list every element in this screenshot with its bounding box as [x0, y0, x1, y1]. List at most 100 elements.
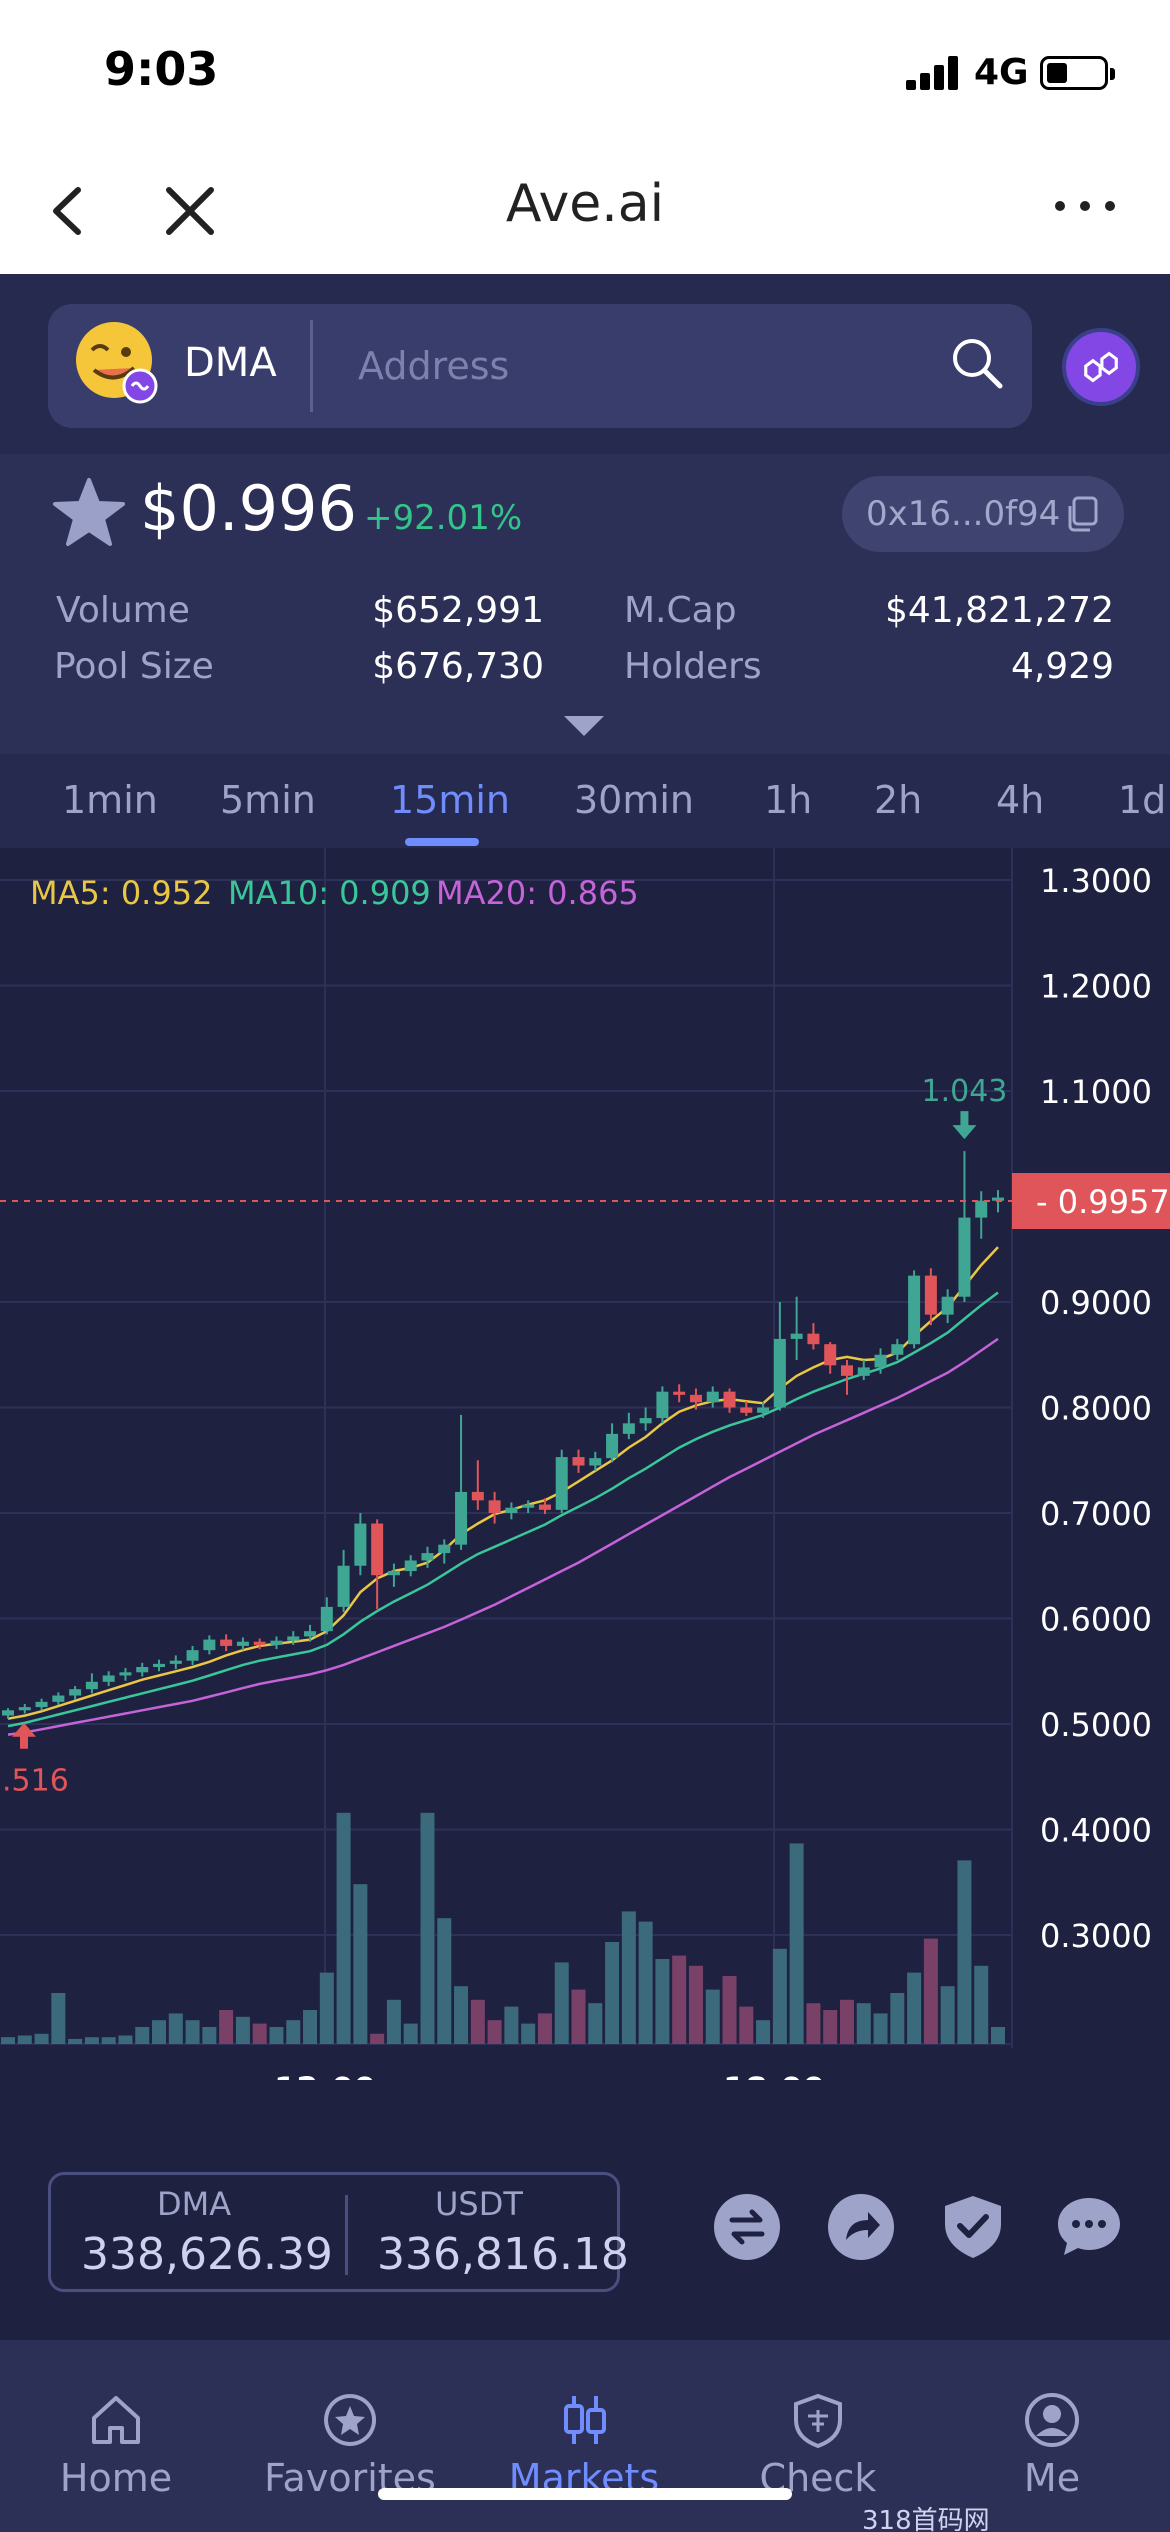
copy-icon[interactable]: [1062, 494, 1102, 534]
home-indicator: [378, 2488, 792, 2500]
high-price-label: 1.043: [921, 1074, 1007, 1109]
volume-bar: [521, 2023, 536, 2044]
volume-bar: [739, 2006, 754, 2044]
search-area: DMA: [0, 274, 1170, 454]
volume-bar: [504, 2006, 519, 2044]
volume-bar: [252, 2023, 267, 2044]
volume-bar: [202, 2027, 217, 2044]
volume-bar: [772, 1948, 787, 2044]
holders-value: 4,929: [1010, 646, 1114, 687]
candle-body: [673, 1391, 686, 1395]
shield-check-icon: [794, 2393, 842, 2449]
volume-bar: [101, 2037, 116, 2044]
y-tick-label: 0.5000: [1040, 1706, 1152, 1744]
y-tick-label: 1.1000: [1040, 1073, 1152, 1111]
candle-body: [790, 1333, 803, 1339]
tab-5min[interactable]: 5min: [220, 778, 316, 822]
y-tick-label: 1.3000: [1040, 862, 1152, 900]
candle-body: [471, 1491, 484, 1501]
security-shield-icon[interactable]: [938, 2192, 1008, 2262]
volume-bar: [420, 1812, 435, 2044]
tab-markets[interactable]: Markets: [484, 2390, 684, 2500]
liquidity-token-value: 338,626.39: [81, 2229, 333, 2280]
volume-bar: [705, 1989, 720, 2044]
volume-bar: [135, 2027, 150, 2044]
candle-body: [488, 1500, 501, 1513]
candle-body: [941, 1296, 954, 1315]
tab-1min[interactable]: 1min: [62, 778, 158, 822]
tab-1d[interactable]: 1d: [1118, 778, 1167, 822]
candle-body: [253, 1641, 266, 1645]
tab-home-label: Home: [59, 2456, 173, 2500]
volume-bar: [353, 1884, 368, 2044]
candle-body: [975, 1200, 988, 1218]
candle-body: [689, 1394, 702, 1403]
candle-body: [555, 1457, 568, 1510]
tab-check[interactable]: Check: [718, 2390, 918, 2500]
candle-body: [656, 1391, 669, 1419]
price-chart[interactable]: 1.3000 1.2000 1.1000 0.9000 0.8000 0.7000 0.60…: [0, 848, 1170, 2080]
candle-body: [908, 1275, 921, 1345]
candle-body: [337, 1565, 350, 1607]
holders-label: Holders: [624, 646, 762, 687]
close-icon[interactable]: [155, 176, 225, 246]
volume-label: Volume: [56, 590, 190, 631]
expand-down-icon[interactable]: [562, 714, 606, 738]
candle-body: [236, 1641, 249, 1646]
contract-address-button[interactable]: 0x16...0f94: [842, 476, 1124, 552]
x-tick-label: 18:00: [723, 2070, 825, 2080]
y-tick-label: 0.6000: [1040, 1601, 1152, 1639]
contract-address: 0x16...0f94: [866, 494, 1061, 534]
tab-15min[interactable]: 15min: [390, 778, 511, 822]
search-icon[interactable]: [948, 334, 1008, 394]
y-tick-label: 0.7000: [1040, 1495, 1152, 1533]
share-icon[interactable]: [826, 2192, 896, 2262]
chat-icon[interactable]: [1054, 2192, 1124, 2262]
swap-icon[interactable]: [712, 2192, 782, 2262]
volume-bar: [940, 1986, 955, 2044]
volume-bar: [51, 1993, 66, 2044]
tab-4h[interactable]: 4h: [996, 778, 1045, 822]
tab-1h[interactable]: 1h: [764, 778, 813, 822]
candle-body: [538, 1504, 551, 1510]
candle-body: [52, 1695, 65, 1702]
token-avatar-icon[interactable]: [74, 320, 160, 406]
candle-body: [522, 1504, 535, 1508]
more-icon[interactable]: [1050, 176, 1120, 236]
volume-bar: [470, 1999, 485, 2044]
candle-body: [35, 1701, 48, 1708]
bottom-tab-bar: Home Favorites Markets Check Me: [0, 2340, 1170, 2532]
y-tick-label: 0.3000: [1040, 1917, 1152, 1955]
volume-bar: [873, 2013, 888, 2044]
tab-me[interactable]: Me: [952, 2390, 1152, 2500]
candle-body: [220, 1639, 233, 1646]
tab-me-label: Me: [1023, 2456, 1081, 2500]
candle-body: [387, 1571, 400, 1576]
candlestick-chart[interactable]: 1.3000 1.2000 1.1000 0.9000 0.8000 0.7000 0.60…: [0, 848, 1170, 2080]
volume-bar: [34, 2033, 49, 2044]
volume-bar: [588, 2003, 603, 2044]
current-price-badge: [1012, 1173, 1170, 1230]
volume-bar: [219, 2010, 234, 2044]
low-arrow-icon: [12, 1722, 36, 1749]
polygon-chain-icon[interactable]: [1062, 328, 1140, 406]
token-name: DMA: [184, 340, 277, 386]
network-label: 4G: [974, 52, 1029, 93]
tab-home[interactable]: Home: [16, 2390, 216, 2500]
back-icon[interactable]: [40, 176, 100, 246]
tab-30min[interactable]: 30min: [574, 778, 695, 822]
candle-body: [119, 1672, 132, 1676]
volume-bar: [286, 2020, 301, 2044]
home-icon: [92, 2396, 140, 2444]
volume-bar: [672, 1955, 687, 2044]
tab-2h[interactable]: 2h: [874, 778, 923, 822]
page-title: Ave.ai: [505, 174, 665, 234]
favorite-star-icon[interactable]: [52, 476, 126, 550]
search-input[interactable]: [358, 334, 918, 398]
tab-favorites[interactable]: Favorites: [250, 2390, 450, 2500]
mcap-label: M.Cap: [624, 590, 737, 631]
volume-bar: [571, 1989, 586, 2044]
volume-bar: [974, 1965, 989, 2044]
volume-bar: [638, 1921, 653, 2044]
volume-bar: [907, 1972, 922, 2044]
